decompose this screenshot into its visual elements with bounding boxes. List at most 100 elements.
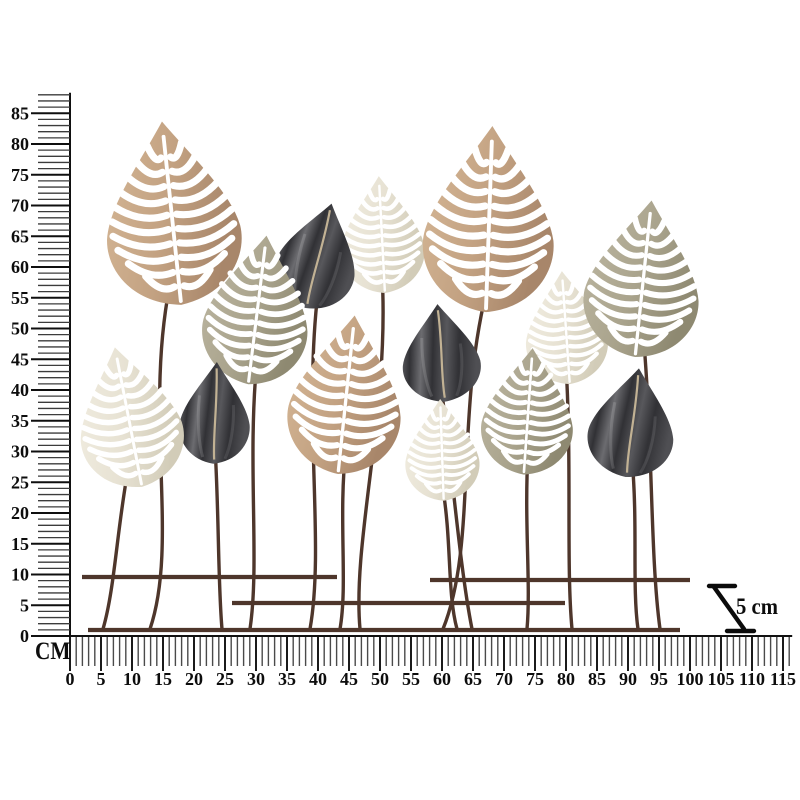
leaf-slit-cutout [533, 311, 565, 324]
leaf-slit-cutout [180, 266, 214, 291]
leaf-slit-cutout [492, 145, 512, 168]
leaf-cream-leaf-top-mid [340, 176, 425, 294]
h-ruler-label-115: 115 [770, 669, 796, 689]
stem-of-dark-leaf-lower-left [213, 445, 224, 631]
leaf-slit-cutout [483, 417, 526, 435]
leaf-slit-cutout [353, 207, 381, 221]
leaf-slit-cutout [531, 372, 554, 387]
leaf-slit-cutout [323, 341, 350, 363]
leaf-vein-cutout [633, 211, 652, 356]
leaf-slit-cutout [491, 175, 533, 198]
leaf-cream-leaf-far-left [80, 347, 184, 487]
leaf-vein [306, 209, 332, 305]
v-ruler-label-30: 30 [11, 442, 29, 462]
v-ruler-label-50: 50 [11, 319, 29, 339]
leaf-slit-cutout [443, 448, 477, 462]
leaf-slit-cutout [536, 355, 568, 368]
v-ruler-label-75: 75 [11, 165, 29, 185]
leaf-vein-cutout [247, 246, 267, 383]
leaf-slit-cutout [525, 451, 550, 466]
leaf-slit-cutout [310, 440, 339, 462]
leaf-slit-cutout [174, 205, 236, 233]
leaf-slit-cutout [442, 424, 465, 438]
leaf-slit-cutout [645, 257, 691, 274]
leaf-slit-cutout [444, 480, 463, 493]
h-ruler-label-60: 60 [433, 669, 451, 689]
leaf-slit-cutout [407, 458, 442, 470]
h-ruler-label-35: 35 [278, 669, 296, 689]
vertical-ruler: 5 10 15 20 25 30 35 40 45 50 55 60 65 70 75 80 85 0 [11, 92, 71, 646]
leaf-slit-cutout [131, 407, 177, 432]
leaf-slit-cutout [292, 388, 344, 412]
h-ruler-label-55: 55 [402, 669, 420, 689]
leaf-slit-cutout [600, 248, 644, 271]
leaf-slit-cutout [114, 246, 176, 265]
depth-measurement-label: 5 cm [736, 594, 778, 619]
leaf-slit-cutout [443, 464, 476, 477]
leaf-slit-cutout [359, 198, 380, 212]
leaf-slit-cutout [441, 409, 452, 422]
leaf-streak-highlight [420, 337, 434, 398]
leaf-dark-leaf-lower-left [179, 362, 250, 464]
h-ruler-label-0: 0 [66, 669, 75, 689]
h-ruler-label-100: 100 [677, 669, 704, 689]
v-ruler-label-25: 25 [11, 472, 29, 492]
leaf-slit-cutout [121, 359, 134, 378]
leaf-slit-cutout [102, 364, 120, 380]
v-ruler-label-15: 15 [11, 534, 29, 554]
leaf-slit-cutout [569, 360, 590, 376]
leaf-vein [625, 375, 640, 473]
leaf-slit-cutout [344, 411, 399, 427]
leaf-slit-cutout [382, 222, 419, 239]
leaf-slit-cutout [413, 434, 441, 446]
depth-indicator-bracket [706, 583, 757, 634]
h-ruler-label-10: 10 [123, 669, 141, 689]
leaf-slit-cutout [409, 442, 441, 454]
leaf-slit-cutout [409, 466, 442, 478]
leaf-streak-highlight [609, 401, 617, 470]
leaf-sage-leaf-upper-left [202, 235, 308, 385]
leaf-slit-cutout [361, 271, 384, 285]
leaf-slit-cutout [438, 187, 489, 211]
leaf-vein-cutout [336, 327, 355, 473]
leaf-slit-cutout [342, 235, 382, 249]
leaf-vein [212, 368, 218, 460]
leaf-slit-cutout [125, 377, 156, 399]
leaf-slit-cutout [247, 249, 263, 268]
leaf-slit-cutout [417, 426, 441, 438]
leaf-slit-cutout [490, 437, 525, 455]
leaf-slit-cutout [89, 389, 124, 403]
leaf-slit-cutout [649, 218, 668, 237]
v-ruler-label-5: 5 [20, 595, 29, 615]
leaf-slit-cutout [529, 320, 566, 333]
leaf-slit-cutout [290, 400, 343, 424]
leaf-slit-cutout [487, 277, 523, 299]
leaf-slit-cutout [223, 352, 250, 373]
leaf-cream-leaf-lower-mid [405, 399, 480, 501]
leaf-slit-cutout [262, 265, 289, 282]
leaf-slit-cutout [490, 190, 542, 212]
leaf-slit-cutout [304, 364, 347, 387]
v-ruler-label-60: 60 [11, 257, 29, 277]
leaf-slit-cutout [212, 292, 257, 314]
leaf-slit-cutout [489, 220, 551, 241]
leaf-slit-cutout [335, 330, 351, 351]
leaf-slit-cutout [140, 455, 165, 476]
leaf-vein-cutout [484, 139, 494, 311]
leaf-slit-cutout [382, 214, 414, 230]
leaf-streak-highlight [638, 416, 657, 474]
leaf-slit-cutout [129, 397, 172, 421]
leaf-vein-cutout [439, 406, 445, 500]
leaf-slit-cutout [260, 278, 296, 294]
leaf-dark-leaf-center [402, 304, 481, 402]
leaf-slit-cutout [528, 403, 570, 417]
v-ruler-label-55: 55 [11, 288, 29, 308]
artwork-leaves [80, 121, 699, 501]
leaf-slit-cutout [531, 362, 546, 377]
leaf-slit-cutout [423, 481, 443, 494]
leaf-slit-cutout [427, 216, 488, 240]
leaf-slit-cutout [127, 387, 165, 410]
leaf-slit-cutout [428, 245, 487, 269]
h-ruler-label-30: 30 [247, 669, 265, 689]
leaf-slit-cutout [258, 302, 305, 318]
